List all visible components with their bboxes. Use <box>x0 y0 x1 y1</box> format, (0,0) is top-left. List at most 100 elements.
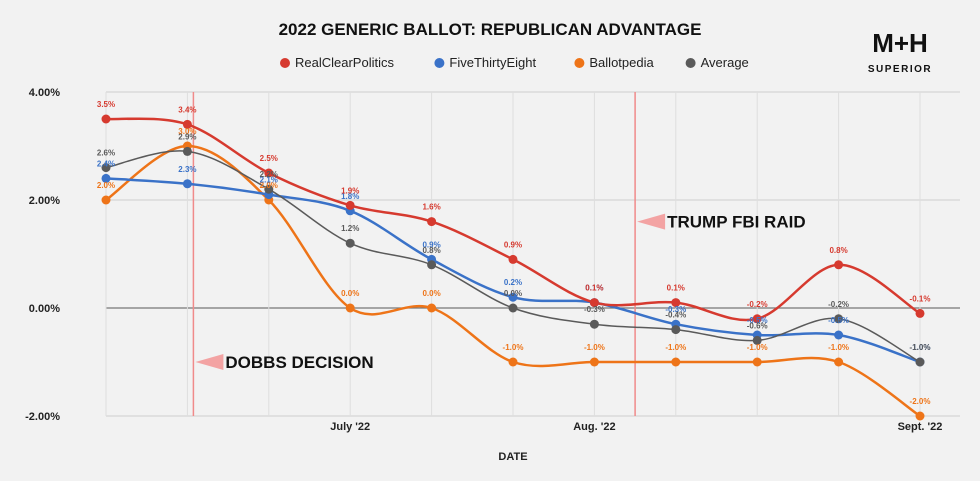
y-tick-label: 4.00% <box>29 87 60 99</box>
legend-label-ballotpedia: Ballotpedia <box>589 55 654 70</box>
data-point-average <box>101 163 111 173</box>
data-point-rcp <box>508 254 518 264</box>
data-label-ballotpedia: 2.0% <box>260 181 278 190</box>
data-label-average: -0.3% <box>584 305 605 314</box>
logo-mark: M+H <box>872 28 928 58</box>
data-point-rcp <box>264 168 274 178</box>
data-point-rcp <box>589 298 599 308</box>
data-point-rcp <box>671 298 681 308</box>
data-label-rcp: 3.5% <box>97 100 115 109</box>
data-point-average <box>915 357 925 367</box>
data-label-rcp: 0.1% <box>585 284 603 293</box>
event-markers: DOBBS DECISION TRUMP FBI RAID <box>192 92 806 416</box>
data-label-average: -0.2% <box>828 300 849 309</box>
data-label-ballotpedia: -1.0% <box>665 343 686 352</box>
data-point-fte <box>182 179 192 189</box>
data-label-ballotpedia: -2.0% <box>910 397 931 406</box>
y-tick-label: -2.00% <box>25 411 60 423</box>
y-tick-label: 2.00% <box>29 195 60 207</box>
event-label: DOBBS DECISION <box>225 353 373 372</box>
data-point-average <box>671 325 681 335</box>
data-label-average: -1.0% <box>910 343 931 352</box>
series-points <box>101 114 925 421</box>
data-point-ballotpedia <box>345 303 355 313</box>
data-label-rcp: -0.2% <box>747 300 768 309</box>
data-point-rcp <box>101 114 111 124</box>
data-label-ballotpedia: 2.0% <box>97 181 115 190</box>
data-label-rcp: 0.8% <box>829 246 847 255</box>
data-label-fte: 2.1% <box>260 176 278 185</box>
data-label-fte: -1.0% <box>910 343 931 352</box>
data-point-ballotpedia <box>915 411 925 421</box>
legend-swatch-ballotpedia <box>574 58 585 68</box>
data-label-rcp: 2.5% <box>260 154 278 163</box>
data-point-fte <box>834 330 844 340</box>
data-point-rcp <box>752 314 762 324</box>
data-point-average <box>427 260 437 270</box>
data-label-rcp: 1.6% <box>422 203 440 212</box>
data-label-rcp: 3.4% <box>178 105 196 114</box>
data-label-average: 1.2% <box>341 224 359 233</box>
data-label-rcp: 0.9% <box>504 240 522 249</box>
data-point-ballotpedia <box>101 195 111 205</box>
legend-label-average: Average <box>701 55 749 70</box>
data-point-average <box>264 184 274 194</box>
data-label-ballotpedia: -1.0% <box>747 343 768 352</box>
chart-title: 2022 GENERIC BALLOT: REPUBLICAN ADVANTAG… <box>279 20 702 39</box>
data-label-average: -0.6% <box>747 321 768 330</box>
data-label-fte: 0.9% <box>422 240 440 249</box>
data-point-rcp <box>427 217 437 227</box>
data-point-ballotpedia <box>589 357 599 367</box>
logo-subtitle: SUPERIOR <box>868 64 932 75</box>
data-label-ballotpedia: -1.0% <box>584 343 605 352</box>
legend-swatch-average <box>685 58 696 68</box>
data-label-fte: 0.1% <box>585 284 603 293</box>
data-point-fte <box>101 173 111 183</box>
data-point-fte <box>508 292 518 302</box>
event-flag <box>195 354 224 370</box>
data-label-ballotpedia: 0.0% <box>422 289 440 298</box>
data-label-fte: 2.3% <box>178 165 196 174</box>
data-point-average <box>834 314 844 324</box>
data-label-fte: -0.5% <box>747 316 768 325</box>
data-point-ballotpedia <box>427 303 437 313</box>
y-tick-label: 0.00% <box>29 303 60 315</box>
data-label-rcp: 1.9% <box>341 186 359 195</box>
data-point-rcp <box>345 200 355 210</box>
x-axis-title: DATE <box>498 451 527 463</box>
data-point-rcp <box>182 119 192 129</box>
data-point-average <box>508 303 518 313</box>
data-label-average: 0.8% <box>422 246 440 255</box>
data-point-ballotpedia <box>508 357 518 367</box>
data-label-average: 2.2% <box>260 170 278 179</box>
legend: RealClearPolitics FiveThirtyEight Ballotpe… <box>280 55 749 70</box>
data-point-average <box>589 319 599 329</box>
data-labels: 2.0% 3.0% 2.0% 0.0% 0.0% -1.0% -1.0% -1.0% -1.0%… <box>97 100 931 406</box>
legend-label-fte: FiveThirtyEight <box>449 55 536 70</box>
data-label-fte: 2.4% <box>97 159 115 168</box>
data-point-rcp <box>915 308 925 318</box>
data-point-average <box>752 335 762 345</box>
data-label-average: 2.9% <box>178 132 196 141</box>
data-point-average <box>345 238 355 248</box>
data-label-fte: 1.8% <box>341 192 359 201</box>
data-label-rcp: 0.1% <box>667 284 685 293</box>
y-axis: 4.00% 2.00% 0.00% -2.00% <box>25 87 60 423</box>
event-flag <box>637 213 666 230</box>
legend-swatch-rcp <box>280 58 290 68</box>
x-axis: July '22 Aug. '22 Sept. '22 <box>330 421 942 433</box>
data-label-average: 2.6% <box>97 149 115 158</box>
data-point-ballotpedia <box>834 357 844 367</box>
data-label-fte: 0.2% <box>504 278 522 287</box>
logo: M+H SUPERIOR <box>868 28 932 75</box>
legend-swatch-fte <box>434 58 445 68</box>
data-label-rcp: -0.1% <box>910 294 931 303</box>
data-label-ballotpedia: -1.0% <box>503 343 524 352</box>
x-tick-label: Sept. '22 <box>898 421 943 433</box>
x-tick-label: July '22 <box>330 421 370 433</box>
data-point-ballotpedia <box>671 357 681 367</box>
data-label-average: 0.0% <box>504 289 522 298</box>
x-tick-label: Aug. '22 <box>573 421 615 433</box>
